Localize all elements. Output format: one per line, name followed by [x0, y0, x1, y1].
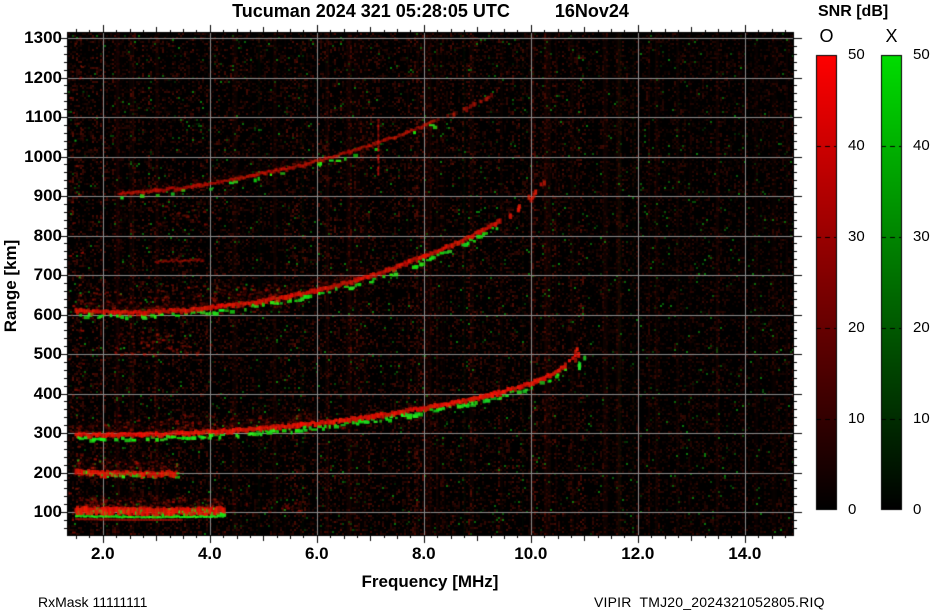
colorbar-x-tick-label: 10 — [913, 410, 930, 427]
colorbar-x-tick-label: 0 — [913, 501, 922, 518]
y-tick-label: 600 — [33, 304, 62, 324]
y-tick-label: 100 — [33, 502, 62, 521]
title-row: Tucuman 2024 321 05:28:05 UTC 16Nov24 — [68, 1, 793, 22]
colorbar-x-tick-label: 20 — [913, 319, 930, 336]
x-tick-label: 10.0 — [514, 544, 548, 563]
plot-date: 16Nov24 — [554, 1, 629, 21]
colorbar-o-tick-label: 20 — [848, 319, 865, 336]
y-tick-label: 900 — [33, 186, 62, 205]
y-tick-label: 1200 — [24, 67, 62, 87]
y-tick-label: 200 — [33, 462, 62, 482]
footer-filename: VIPIR TMJ20_2024321052805.RIQ — [594, 594, 825, 610]
y-tick-label: 1100 — [25, 107, 62, 126]
x-tick-label: 6.0 — [304, 544, 329, 563]
y-tick-label: 700 — [33, 265, 62, 284]
y-tick-label: 1000 — [24, 146, 62, 166]
x-tick-label: 8.0 — [411, 544, 436, 563]
colorbar-x-mode-label: X — [885, 26, 898, 46]
colorbar-x-tick-label: 30 — [913, 228, 930, 245]
y-tick-label: 1300 — [24, 28, 62, 47]
x-tick-label: 4.0 — [197, 544, 222, 563]
colorbar-o-mode-label: O — [819, 26, 834, 46]
y-tick-label: 800 — [33, 225, 62, 245]
colorbar-o-tick-label: 10 — [848, 410, 865, 427]
colorbar-o-tick-label: 40 — [848, 137, 865, 154]
footer-rxmask: RxMask 11111111 — [38, 594, 148, 610]
x-tick-label: 12.0 — [621, 544, 655, 563]
colorbar-x-tick-label: 40 — [913, 137, 930, 154]
y-tick-label: 400 — [33, 383, 62, 403]
y-tick-label: 300 — [33, 423, 62, 442]
y-tick-label: 500 — [33, 344, 62, 363]
x-tick-label: 2.0 — [90, 544, 115, 563]
colorbar-o-tick-label: 0 — [848, 501, 857, 518]
colorbar-title: SNR [dB] — [818, 3, 889, 20]
colorbar-o-tick-label: 50 — [848, 46, 865, 63]
x-axis-title: Frequency [MHz] — [361, 572, 499, 591]
x-tick-label: 14.0 — [728, 544, 762, 563]
plot-title: Tucuman 2024 321 05:28:05 UTC — [232, 1, 510, 21]
colorbar-o-tick-label: 30 — [848, 228, 865, 245]
colorbar-x-tick-label: 50 — [913, 46, 930, 63]
